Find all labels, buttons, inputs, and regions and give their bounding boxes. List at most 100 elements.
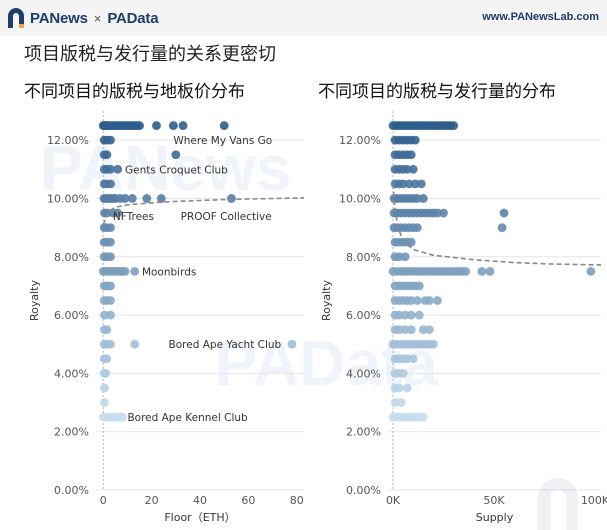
point-annotation: Moonbirds	[142, 266, 196, 278]
data-point	[439, 208, 448, 218]
data-point	[449, 121, 459, 130]
data-point	[402, 164, 412, 174]
data-point	[412, 223, 422, 233]
chart-left-title: 不同项目的版税与地板价分布	[24, 82, 245, 102]
data-point	[100, 383, 109, 393]
x-tick-label: 50K	[483, 494, 505, 507]
data-point	[406, 296, 416, 305]
data-point	[398, 368, 408, 378]
data-point	[412, 296, 422, 305]
data-point	[400, 252, 410, 262]
corner-logo-icon	[538, 478, 578, 530]
data-point	[106, 179, 115, 189]
data-point	[219, 121, 229, 130]
data-point	[135, 121, 144, 130]
y-tick-label: 4.00%	[346, 367, 381, 380]
data-point	[394, 310, 404, 320]
y-tick-label: 10.00%	[339, 192, 381, 205]
data-point	[120, 266, 130, 276]
page-title: 项目版税与发行量的关系更密切	[24, 44, 276, 65]
data-point	[400, 310, 410, 320]
data-point	[106, 252, 115, 262]
data-point	[408, 164, 418, 174]
data-point	[113, 164, 123, 174]
data-point	[106, 281, 115, 291]
y-tick-label: 2.00%	[54, 426, 89, 439]
data-point	[227, 194, 236, 203]
data-point	[410, 135, 420, 145]
data-point	[424, 325, 434, 335]
point-annotation: Gents Croquet Club	[125, 164, 228, 176]
data-point	[120, 194, 130, 203]
data-point	[102, 150, 112, 160]
data-point	[586, 266, 596, 276]
data-point	[171, 150, 181, 160]
brand-primary: PANews	[30, 9, 88, 27]
data-point	[127, 194, 137, 203]
data-point	[406, 310, 416, 320]
data-point	[406, 150, 416, 160]
data-point	[414, 281, 424, 291]
data-point	[100, 398, 109, 407]
y-tick-label: 4.00%	[54, 367, 89, 380]
data-point	[398, 179, 408, 189]
data-point	[406, 237, 416, 247]
data-point	[406, 325, 416, 335]
x-tick-label: 20	[145, 494, 159, 507]
data-point	[142, 194, 152, 203]
y-axis-title: Royalty	[28, 280, 41, 321]
data-point	[156, 194, 166, 203]
site-url[interactable]: www.PANewsLab.com	[482, 11, 599, 23]
data-point	[178, 121, 188, 130]
chart-left: 0.00% 2.00% 4.00% 6.00% 8.00% 10.00% 12.00% 0 20…	[28, 111, 305, 524]
data-point	[394, 252, 404, 262]
data-point	[168, 121, 178, 130]
data-point	[287, 339, 297, 349]
data-point	[418, 325, 428, 335]
point-annotation: NFTrees	[113, 211, 154, 223]
data-point	[485, 266, 495, 276]
data-point	[404, 179, 414, 189]
data-point	[113, 208, 123, 218]
header-bar: PANews × PAData www.PANewsLab.com	[0, 0, 607, 36]
x-tick-label: 80	[290, 494, 304, 507]
data-point	[499, 208, 509, 218]
data-point	[424, 296, 434, 305]
trend-line	[392, 183, 602, 266]
data-point	[408, 354, 418, 364]
data-point	[461, 266, 471, 276]
data-point	[106, 296, 115, 305]
x-axis-title: Supply	[476, 511, 514, 524]
data-point	[477, 266, 487, 276]
data-point	[400, 325, 410, 335]
data-point	[102, 354, 112, 364]
y-tick-label: 2.00%	[346, 426, 381, 439]
x-axis-title: Floor（ETH）	[164, 511, 235, 524]
brand-secondary: PAData	[107, 9, 159, 27]
data-point	[414, 310, 424, 320]
data-point	[396, 398, 406, 407]
data-point	[402, 354, 412, 364]
y-tick-label: 0.00%	[54, 484, 89, 497]
y-tick-label: 10.00%	[47, 192, 89, 205]
y-tick-label: 0.00%	[346, 484, 381, 497]
point-annotation: Bored Ape Yacht Club	[169, 339, 282, 351]
y-tick-label: 6.00%	[346, 309, 381, 322]
data-point	[433, 208, 442, 218]
data-point	[106, 164, 115, 174]
data-point	[412, 194, 422, 203]
y-tick-label: 8.00%	[54, 251, 89, 264]
data-point	[118, 412, 128, 422]
brand-logo[interactable]: PANews × PAData	[6, 5, 159, 31]
data-point	[102, 325, 112, 335]
y-tick-label: 6.00%	[54, 309, 89, 322]
data-point	[394, 325, 404, 335]
y-tick-label: 12.00%	[339, 134, 381, 147]
data-point	[418, 412, 428, 422]
point-annotation: Bored Ape Kennel Club	[127, 412, 248, 424]
data-point	[152, 121, 161, 130]
trend-line	[102, 197, 305, 225]
point-annotation: Where My Vans Go	[173, 135, 272, 147]
